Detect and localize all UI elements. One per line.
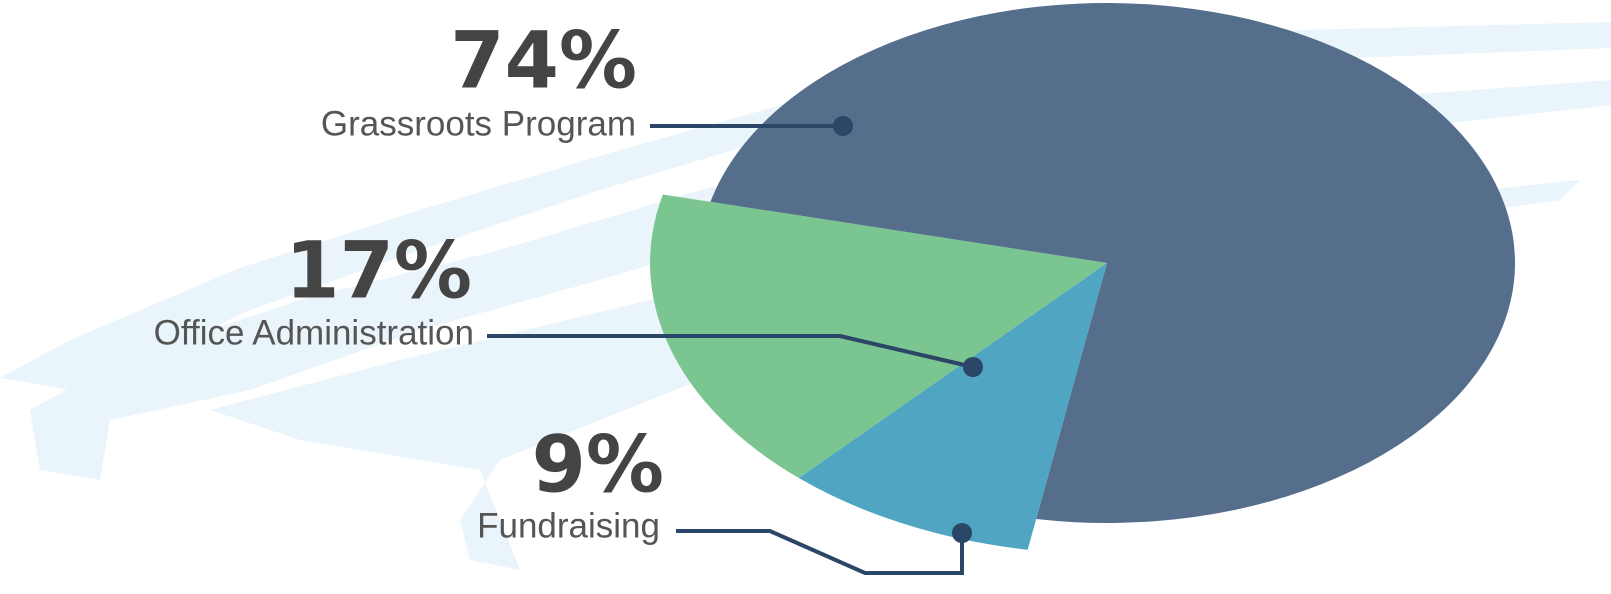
leader-dot (963, 357, 983, 377)
leader-dot (952, 523, 972, 543)
pie-slice (798, 263, 1107, 550)
value-label: 9% (532, 420, 664, 510)
category-label: Fundraising (477, 506, 660, 545)
value-label: 17% (285, 226, 472, 316)
category-label: Office Administration (154, 313, 474, 352)
leader-line (676, 529, 964, 575)
category-label: Grassroots Program (321, 104, 636, 143)
leader-line (487, 334, 974, 369)
pie-slice (650, 194, 1107, 479)
background-decoration (0, 22, 1611, 570)
pie-slice (710, 3, 1516, 523)
pie (650, 3, 1516, 550)
leader-dot (833, 116, 853, 136)
value-label: 74% (450, 16, 637, 106)
leader-lines (487, 116, 983, 575)
